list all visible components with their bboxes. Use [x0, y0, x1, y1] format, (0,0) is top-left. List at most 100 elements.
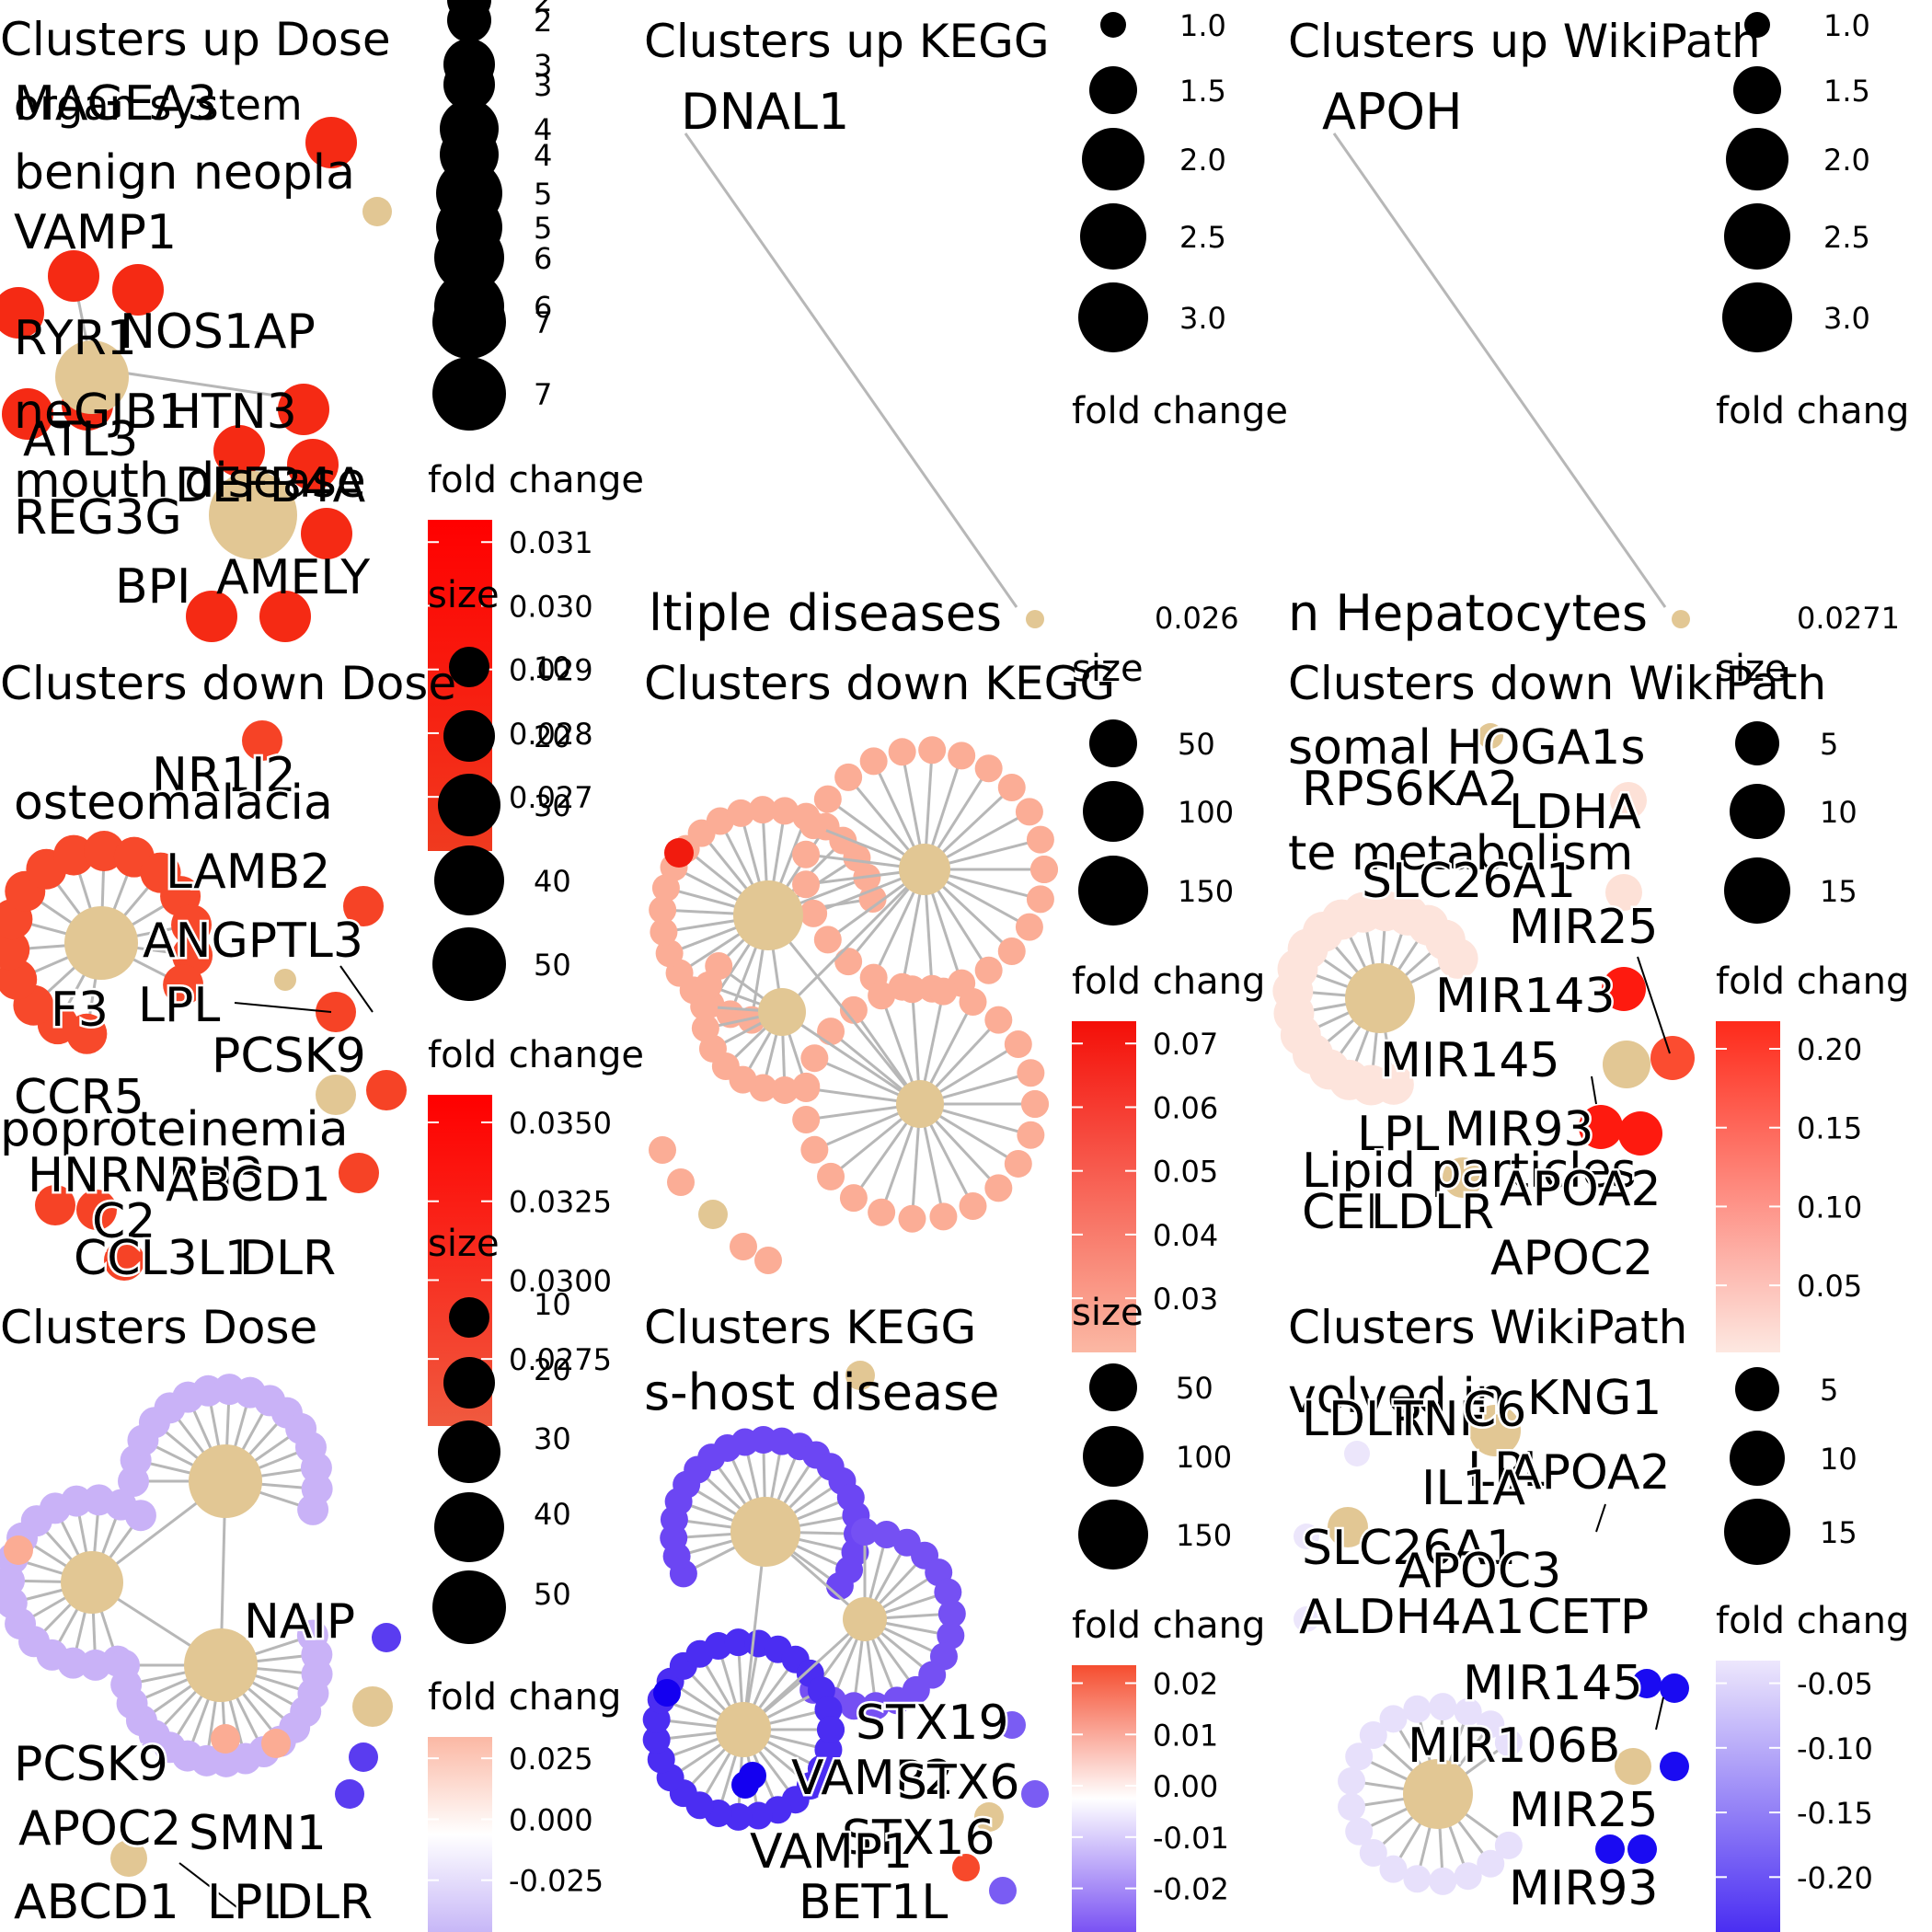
- gene-node: [1618, 1111, 1662, 1156]
- gene-node: [690, 993, 719, 1021]
- node-label: organ system: [14, 80, 303, 130]
- size-legend-dot: [449, 1297, 489, 1338]
- node-label: STX6: [897, 1755, 1019, 1811]
- term-node: [362, 197, 392, 226]
- term-node: [61, 1551, 123, 1614]
- color-legend-label: -0.20: [1797, 1860, 1873, 1895]
- color-legend-label: -0.02: [1153, 1872, 1229, 1907]
- gene-node: [1021, 1090, 1049, 1118]
- size-legend-label: 1.5: [1823, 74, 1870, 109]
- color-legend-title: fold chang: [1716, 390, 1909, 432]
- size-legend-label: 15: [1820, 874, 1857, 909]
- term-node: [733, 880, 803, 950]
- gene-node: [817, 1018, 845, 1046]
- gene-node: [104, 1240, 144, 1281]
- term-node: [189, 1444, 262, 1518]
- gene-node: [817, 1162, 845, 1190]
- node-label: ANGPTL3: [143, 914, 363, 969]
- term-node: [1328, 1507, 1368, 1547]
- size-legend-label: 6: [534, 290, 552, 325]
- network-edge: [781, 1010, 921, 1106]
- panel-title: Clusters down Dose: [0, 657, 456, 710]
- size-legend-label: 4: [534, 112, 552, 147]
- size-legend-dot: [1082, 128, 1144, 190]
- term-node: [730, 1497, 800, 1567]
- node-label: ALDH4A1: [1299, 1590, 1524, 1645]
- size-legend-label: 1.0: [1823, 8, 1870, 43]
- node-label: ABCD1: [166, 1157, 331, 1213]
- size-legend-dot: [1083, 781, 1144, 842]
- term-node: [899, 844, 950, 895]
- size-legend-title: size: [1072, 1292, 1144, 1334]
- gene-node: [287, 439, 339, 490]
- size-legend-dot: [1730, 1431, 1785, 1486]
- term-node: [1403, 1759, 1473, 1829]
- color-legend-label: 0.20: [1797, 1032, 1862, 1067]
- size-legend-label: 5: [1820, 727, 1838, 762]
- size-legend-dot: [1730, 784, 1785, 839]
- gene-node: [4, 1535, 33, 1565]
- size-legend-label: 150: [1178, 874, 1234, 909]
- term-node: [843, 1597, 887, 1641]
- size-legend-title: size: [428, 574, 500, 616]
- label-pointer: [1591, 1075, 1597, 1105]
- gene-node: [989, 1877, 1017, 1904]
- term-node: [758, 988, 806, 1036]
- color-legend-label: -0.025: [509, 1864, 604, 1899]
- node-label: LPL: [207, 1875, 289, 1930]
- color-legend-title: fold chang: [1716, 960, 1909, 1003]
- gene-node: [213, 425, 265, 477]
- gene-node: [731, 1771, 759, 1799]
- gene-node: [1338, 1792, 1366, 1821]
- color-legend-label: 0.0300: [509, 1263, 612, 1298]
- gene-node: [667, 1168, 695, 1196]
- gene-node: [861, 1692, 890, 1720]
- panel-up-kegg: Clusters up KEGG DNAL1 ltiple diseases 1.0 1…: [644, 8, 1288, 642]
- size-legend-label: 1.5: [1179, 74, 1226, 109]
- size-legend-dot: [1726, 128, 1788, 190]
- node-label: RPS6KA2: [1302, 762, 1518, 817]
- size-legend-dot: [1724, 1499, 1790, 1565]
- size-legend-label: 10: [534, 1287, 571, 1322]
- color-legend-label: -0.10: [1797, 1731, 1873, 1766]
- gene-node: [840, 1692, 868, 1720]
- size-legend-label: 10: [1820, 795, 1857, 830]
- node-label: MIR143: [1435, 969, 1616, 1024]
- gene-node: [186, 591, 237, 642]
- node-label: PCSK9: [14, 1737, 168, 1792]
- gene-node: [649, 1136, 676, 1164]
- size-legend-title: size: [428, 1223, 500, 1265]
- node-label: C6: [1463, 1383, 1526, 1438]
- size-legend-label: 50: [1178, 727, 1215, 762]
- gene-node: [984, 1006, 1013, 1034]
- color-legend-label: -0.01: [1153, 1821, 1229, 1856]
- node-label: TNF: [1393, 1392, 1487, 1447]
- size-legend-dot: [443, 1357, 495, 1409]
- label-pointer: [1655, 1696, 1664, 1731]
- color-legend-title: fold chang: [1072, 960, 1265, 1003]
- gene-node: [959, 1191, 987, 1220]
- color-legend-label: 0.05: [1797, 1269, 1862, 1304]
- size-legend-dot: [449, 647, 489, 687]
- node-label: poproteinemia: [0, 1102, 349, 1157]
- size-legend-label: 3: [534, 48, 552, 83]
- gene-node: [937, 1600, 966, 1628]
- gene-node: [799, 899, 828, 927]
- node-label: LPL: [138, 978, 220, 1033]
- gene-node: [53, 834, 95, 876]
- gene-node: [1650, 1036, 1695, 1080]
- size-legend-label: 20: [534, 1352, 571, 1387]
- size-legend-label: 2.5: [1823, 220, 1870, 255]
- size-legend-dot: [1080, 203, 1146, 270]
- term-node: [974, 1802, 1004, 1832]
- color-legend-title: fold change: [428, 459, 644, 501]
- term-node: [209, 471, 297, 559]
- gene-node: [1021, 1780, 1049, 1808]
- node-label: APOC3: [1398, 1544, 1561, 1599]
- size-legend-label: 4: [534, 138, 552, 173]
- node-label: APOC2: [18, 1801, 181, 1857]
- term-node: [1603, 1041, 1650, 1088]
- gene-node: [882, 1686, 911, 1715]
- node-label: RYR1: [14, 311, 137, 366]
